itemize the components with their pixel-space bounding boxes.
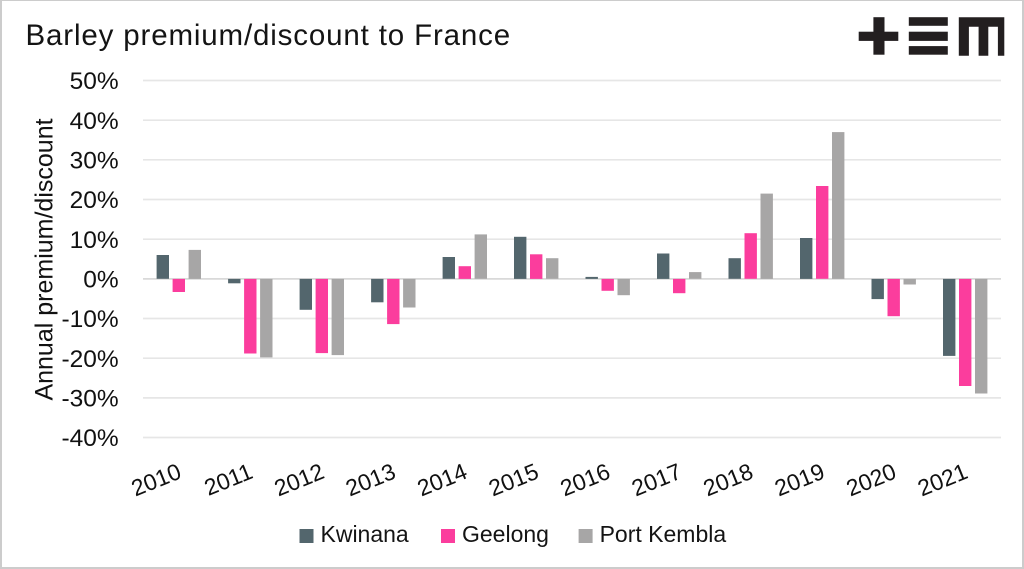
svg-text:0%: 0% — [83, 267, 118, 294]
svg-text:-10%: -10% — [61, 306, 118, 333]
svg-text:30%: 30% — [70, 148, 119, 175]
svg-text:2019: 2019 — [771, 458, 828, 501]
svg-text:2021: 2021 — [914, 458, 971, 501]
svg-text:2014: 2014 — [413, 458, 470, 501]
svg-text:2013: 2013 — [342, 458, 399, 501]
svg-text:50%: 50% — [70, 68, 119, 95]
svg-text:-40%: -40% — [61, 425, 118, 452]
svg-text:2020: 2020 — [842, 458, 899, 501]
svg-text:Barley premium/discount to Fra: Barley premium/discount to France — [26, 19, 512, 52]
svg-text:40%: 40% — [70, 108, 119, 135]
svg-text:Kwinana: Kwinana — [321, 521, 409, 547]
svg-text:2011: 2011 — [200, 458, 256, 501]
svg-text:Geelong: Geelong — [462, 521, 549, 547]
svg-text:Port Kembla: Port Kembla — [600, 521, 727, 547]
svg-text:10%: 10% — [70, 227, 119, 254]
svg-text:-20%: -20% — [61, 346, 118, 373]
svg-text:-30%: -30% — [61, 386, 118, 413]
svg-text:2017: 2017 — [628, 458, 685, 501]
svg-text:20%: 20% — [70, 187, 119, 214]
svg-text:2018: 2018 — [699, 458, 756, 501]
svg-text:2012: 2012 — [270, 458, 327, 501]
svg-text:Annual premium/discount: Annual premium/discount — [31, 118, 59, 400]
svg-text:2016: 2016 — [556, 458, 613, 501]
svg-text:2015: 2015 — [485, 458, 542, 501]
svg-text:2010: 2010 — [127, 458, 184, 501]
